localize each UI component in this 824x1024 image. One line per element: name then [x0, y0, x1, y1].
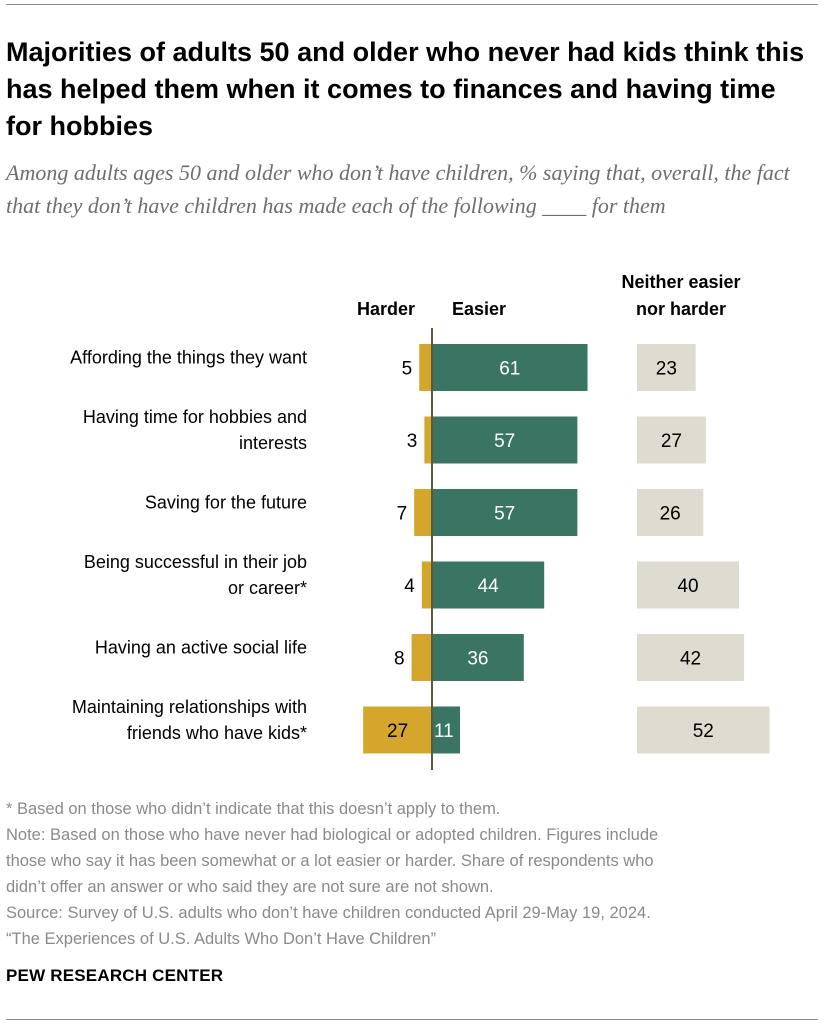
category-label: Maintaining relationships with — [72, 697, 307, 717]
diverging-bar-chart: Harder Easier Neither easier nor harder Affo… — [70, 272, 770, 770]
category-label: Affording the things they want — [70, 348, 307, 368]
harder-bar — [411, 634, 432, 681]
header-neither: Neither easier — [621, 272, 740, 292]
source-line: Source: Survey of U.S. adults who don’t … — [6, 904, 651, 922]
top-rule — [6, 4, 818, 5]
harder-value-label: 5 — [402, 359, 413, 380]
neither-bar — [637, 706, 770, 754]
bottom-rule — [6, 1019, 818, 1020]
easier-value-label: 11 — [434, 721, 454, 742]
source-line: “The Experiences of U.S. Adults Who Don’… — [6, 930, 437, 948]
chart-subtitle: Among adults ages 50 and older who don’t… — [6, 160, 790, 218]
easier-value-label: 44 — [478, 576, 500, 597]
easier-value-label: 61 — [499, 359, 520, 380]
easier-bar — [432, 634, 524, 681]
harder-value-label: 3 — [407, 431, 418, 452]
neither-value-label: 52 — [693, 721, 714, 742]
harder-value-label: 7 — [397, 504, 408, 525]
neither-bar — [637, 561, 739, 609]
harder-value-label: 4 — [404, 576, 415, 597]
category-label: interests — [239, 433, 307, 453]
category-label: Having time for hobbies and — [83, 407, 307, 427]
harder-bar — [424, 416, 432, 464]
header-easier: Easier — [452, 299, 506, 319]
category-label: or career* — [228, 578, 307, 598]
neither-value-label: 27 — [661, 431, 682, 452]
chart-title: Majorities of adults 50 and older who ne… — [6, 37, 805, 141]
note-line: Note: Based on those who have never had … — [6, 826, 659, 844]
neither-value-label: 26 — [660, 504, 681, 525]
easier-value-label: 36 — [467, 649, 488, 670]
harder-bar — [421, 561, 432, 609]
header-harder: Harder — [357, 299, 415, 319]
category-label: Saving for the future — [145, 493, 307, 513]
category-label: friends who have kids* — [127, 723, 307, 743]
neither-bar — [637, 416, 706, 464]
neither-bar — [637, 634, 745, 681]
easier-bar — [432, 344, 588, 391]
neither-value-label: 40 — [677, 576, 698, 597]
harder-bar — [414, 489, 432, 536]
harder-bar — [363, 706, 432, 754]
asterisk-note: * Based on those who didn’t indicate tha… — [6, 800, 501, 818]
harder-value-label: 8 — [394, 649, 405, 670]
easier-value-label: 57 — [494, 504, 515, 525]
brand-label: PEW RESEARCH CENTER — [6, 966, 224, 985]
note-line: those who say it has been somewhat or a … — [6, 852, 654, 870]
category-label: Having an active social life — [95, 638, 307, 658]
easier-bar — [432, 489, 578, 536]
easier-value-label: 57 — [494, 431, 515, 452]
footnotes: * Based on those who didn’t indicate tha… — [6, 796, 818, 952]
harder-bar — [419, 344, 432, 391]
header-neither: nor harder — [636, 299, 726, 319]
category-label: Being successful in their job — [84, 552, 307, 572]
easier-bar — [432, 416, 578, 464]
harder-value-label: 27 — [387, 721, 408, 742]
neither-bar — [637, 344, 696, 391]
easier-bar — [432, 561, 545, 609]
neither-bar — [637, 489, 704, 536]
easier-bar — [432, 706, 461, 754]
neither-value-label: 23 — [656, 359, 677, 380]
note-line: didn’t offer an answer or who said they … — [6, 878, 494, 896]
neither-value-label: 42 — [680, 649, 701, 670]
